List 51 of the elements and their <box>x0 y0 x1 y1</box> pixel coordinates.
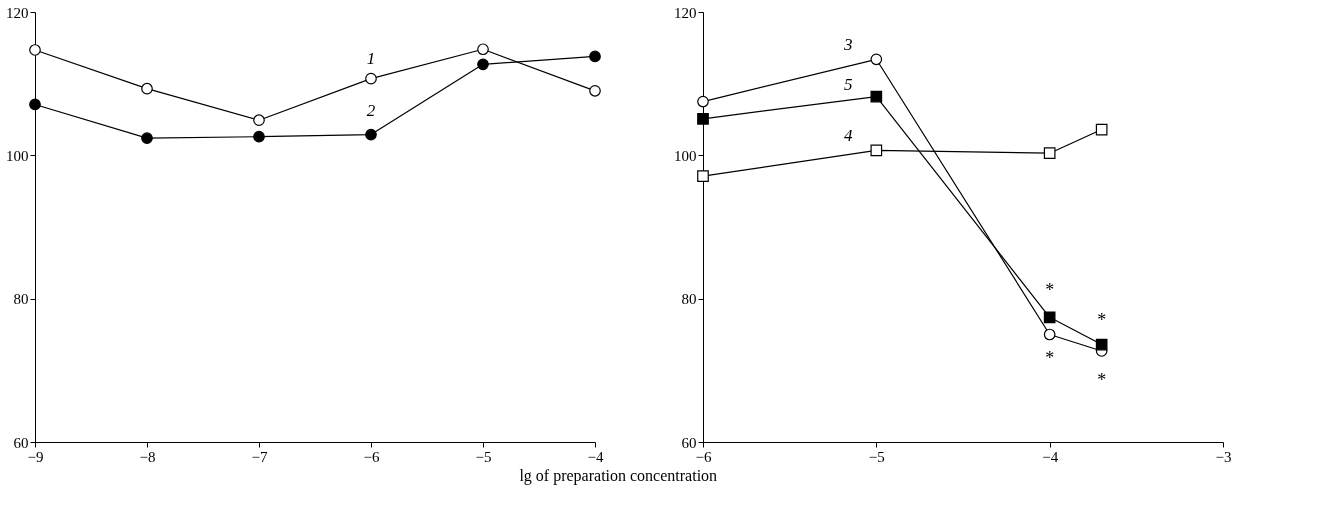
series-label: 2 <box>366 100 376 120</box>
y-tick-label: 80 <box>681 291 697 308</box>
x-tick-label: −7 <box>251 448 268 465</box>
y-tick-label: 80 <box>13 291 29 308</box>
point <box>29 98 41 111</box>
x-tick-label: −8 <box>139 448 156 465</box>
point <box>365 128 377 141</box>
x-tick-label: −9 <box>27 448 44 465</box>
point <box>697 95 709 108</box>
x-tick-label: −5 <box>868 448 885 465</box>
point <box>253 130 265 143</box>
point <box>141 82 153 95</box>
y-tick-label: 60 <box>13 434 29 451</box>
point <box>1043 147 1056 160</box>
point <box>365 72 377 85</box>
point <box>870 144 883 157</box>
series-label: 1 <box>366 48 376 68</box>
point <box>870 90 883 103</box>
point <box>1095 123 1108 136</box>
point <box>1043 328 1056 341</box>
x-tick-label: −6 <box>695 448 712 465</box>
point <box>870 53 883 66</box>
point <box>697 112 709 125</box>
y-tick-label: 120 <box>6 4 29 21</box>
x-axis-title: lg of preparation concentration <box>519 467 718 485</box>
series-label: 4 <box>844 126 854 146</box>
y-tick-label: 100 <box>674 147 697 164</box>
x-tick-label: −4 <box>587 448 604 465</box>
annotation: * <box>1045 347 1055 368</box>
x-tick-label: −5 <box>475 448 492 465</box>
series-label: 3 <box>843 35 853 55</box>
series-label: 5 <box>844 74 853 94</box>
y-tick-label: 120 <box>674 4 697 21</box>
x-tick-label: −4 <box>1042 448 1059 465</box>
annotation: * <box>1097 369 1107 390</box>
point <box>697 170 709 182</box>
point <box>589 50 601 63</box>
point <box>589 85 601 97</box>
point <box>1095 338 1108 351</box>
annotation: * <box>1097 309 1107 330</box>
x-tick-label: −6 <box>363 448 380 465</box>
point <box>477 58 489 71</box>
point <box>253 114 265 127</box>
point <box>29 44 41 56</box>
point <box>477 43 489 56</box>
x-tick-label: −3 <box>1215 448 1232 465</box>
y-tick-label: 60 <box>681 434 697 451</box>
y-tick-label: 100 <box>6 147 29 164</box>
point <box>1043 311 1056 324</box>
point <box>141 132 153 144</box>
annotation: * <box>1045 280 1055 301</box>
